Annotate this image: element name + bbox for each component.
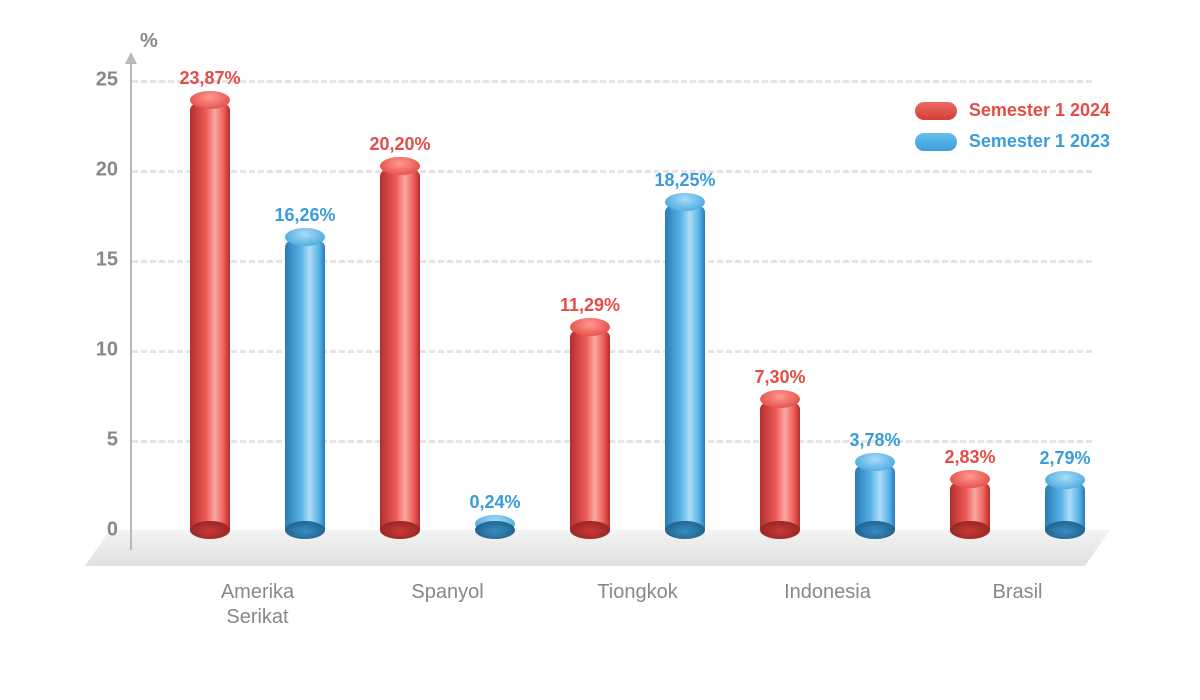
y-tick-label: 20 xyxy=(96,159,118,182)
category-label: Tiongkok xyxy=(597,580,677,605)
value-label: 7,30% xyxy=(754,367,805,388)
legend-swatch-2024 xyxy=(915,102,957,120)
y-tick-label: 25 xyxy=(96,69,118,92)
legend-item-2023: Semester 1 2023 xyxy=(915,131,1110,152)
value-label: 16,26% xyxy=(274,205,335,226)
gridline xyxy=(132,80,1092,83)
gridline xyxy=(132,170,1092,173)
value-label: 2,83% xyxy=(944,447,995,468)
bar-blue xyxy=(1045,480,1085,530)
value-label: 2,79% xyxy=(1039,448,1090,469)
y-axis xyxy=(130,60,132,550)
category-label: Brasil xyxy=(992,580,1042,605)
bar-red xyxy=(190,100,230,530)
y-tick-label: 10 xyxy=(96,339,118,362)
category-label: Spanyol xyxy=(411,580,483,605)
value-label: 11,29% xyxy=(560,295,620,316)
bar-red xyxy=(570,327,610,530)
value-label: 3,78% xyxy=(849,430,900,451)
value-label: 18,25% xyxy=(654,170,715,191)
bar-blue xyxy=(475,524,515,530)
bar-red xyxy=(760,399,800,530)
y-axis-arrow xyxy=(125,52,137,64)
value-label: 0,24% xyxy=(469,492,520,513)
value-label: 23,87% xyxy=(179,68,240,89)
y-axis-unit: % xyxy=(140,30,158,53)
y-tick-label: 0 xyxy=(107,519,118,542)
value-label: 20,20% xyxy=(369,134,430,155)
y-tick-label: 5 xyxy=(107,429,118,452)
category-label: Indonesia xyxy=(784,580,871,605)
percent-bar-chart: % 0510152025 23,87%16,26%20,20%0,24%11,2… xyxy=(130,60,1140,600)
bar-blue xyxy=(855,462,895,530)
legend: Semester 1 2024 Semester 1 2023 xyxy=(915,100,1110,162)
legend-item-2024: Semester 1 2024 xyxy=(915,100,1110,121)
bar-blue xyxy=(665,202,705,531)
bar-red xyxy=(950,479,990,530)
bar-red xyxy=(380,166,420,530)
legend-label-2023: Semester 1 2023 xyxy=(969,131,1110,152)
legend-swatch-2023 xyxy=(915,133,957,151)
bar-blue xyxy=(285,237,325,530)
category-label: Amerika Serikat xyxy=(221,580,294,630)
gridline xyxy=(132,260,1092,263)
gridline xyxy=(132,440,1092,443)
y-tick-label: 15 xyxy=(96,249,118,272)
legend-label-2024: Semester 1 2024 xyxy=(969,100,1110,121)
gridline xyxy=(132,350,1092,353)
